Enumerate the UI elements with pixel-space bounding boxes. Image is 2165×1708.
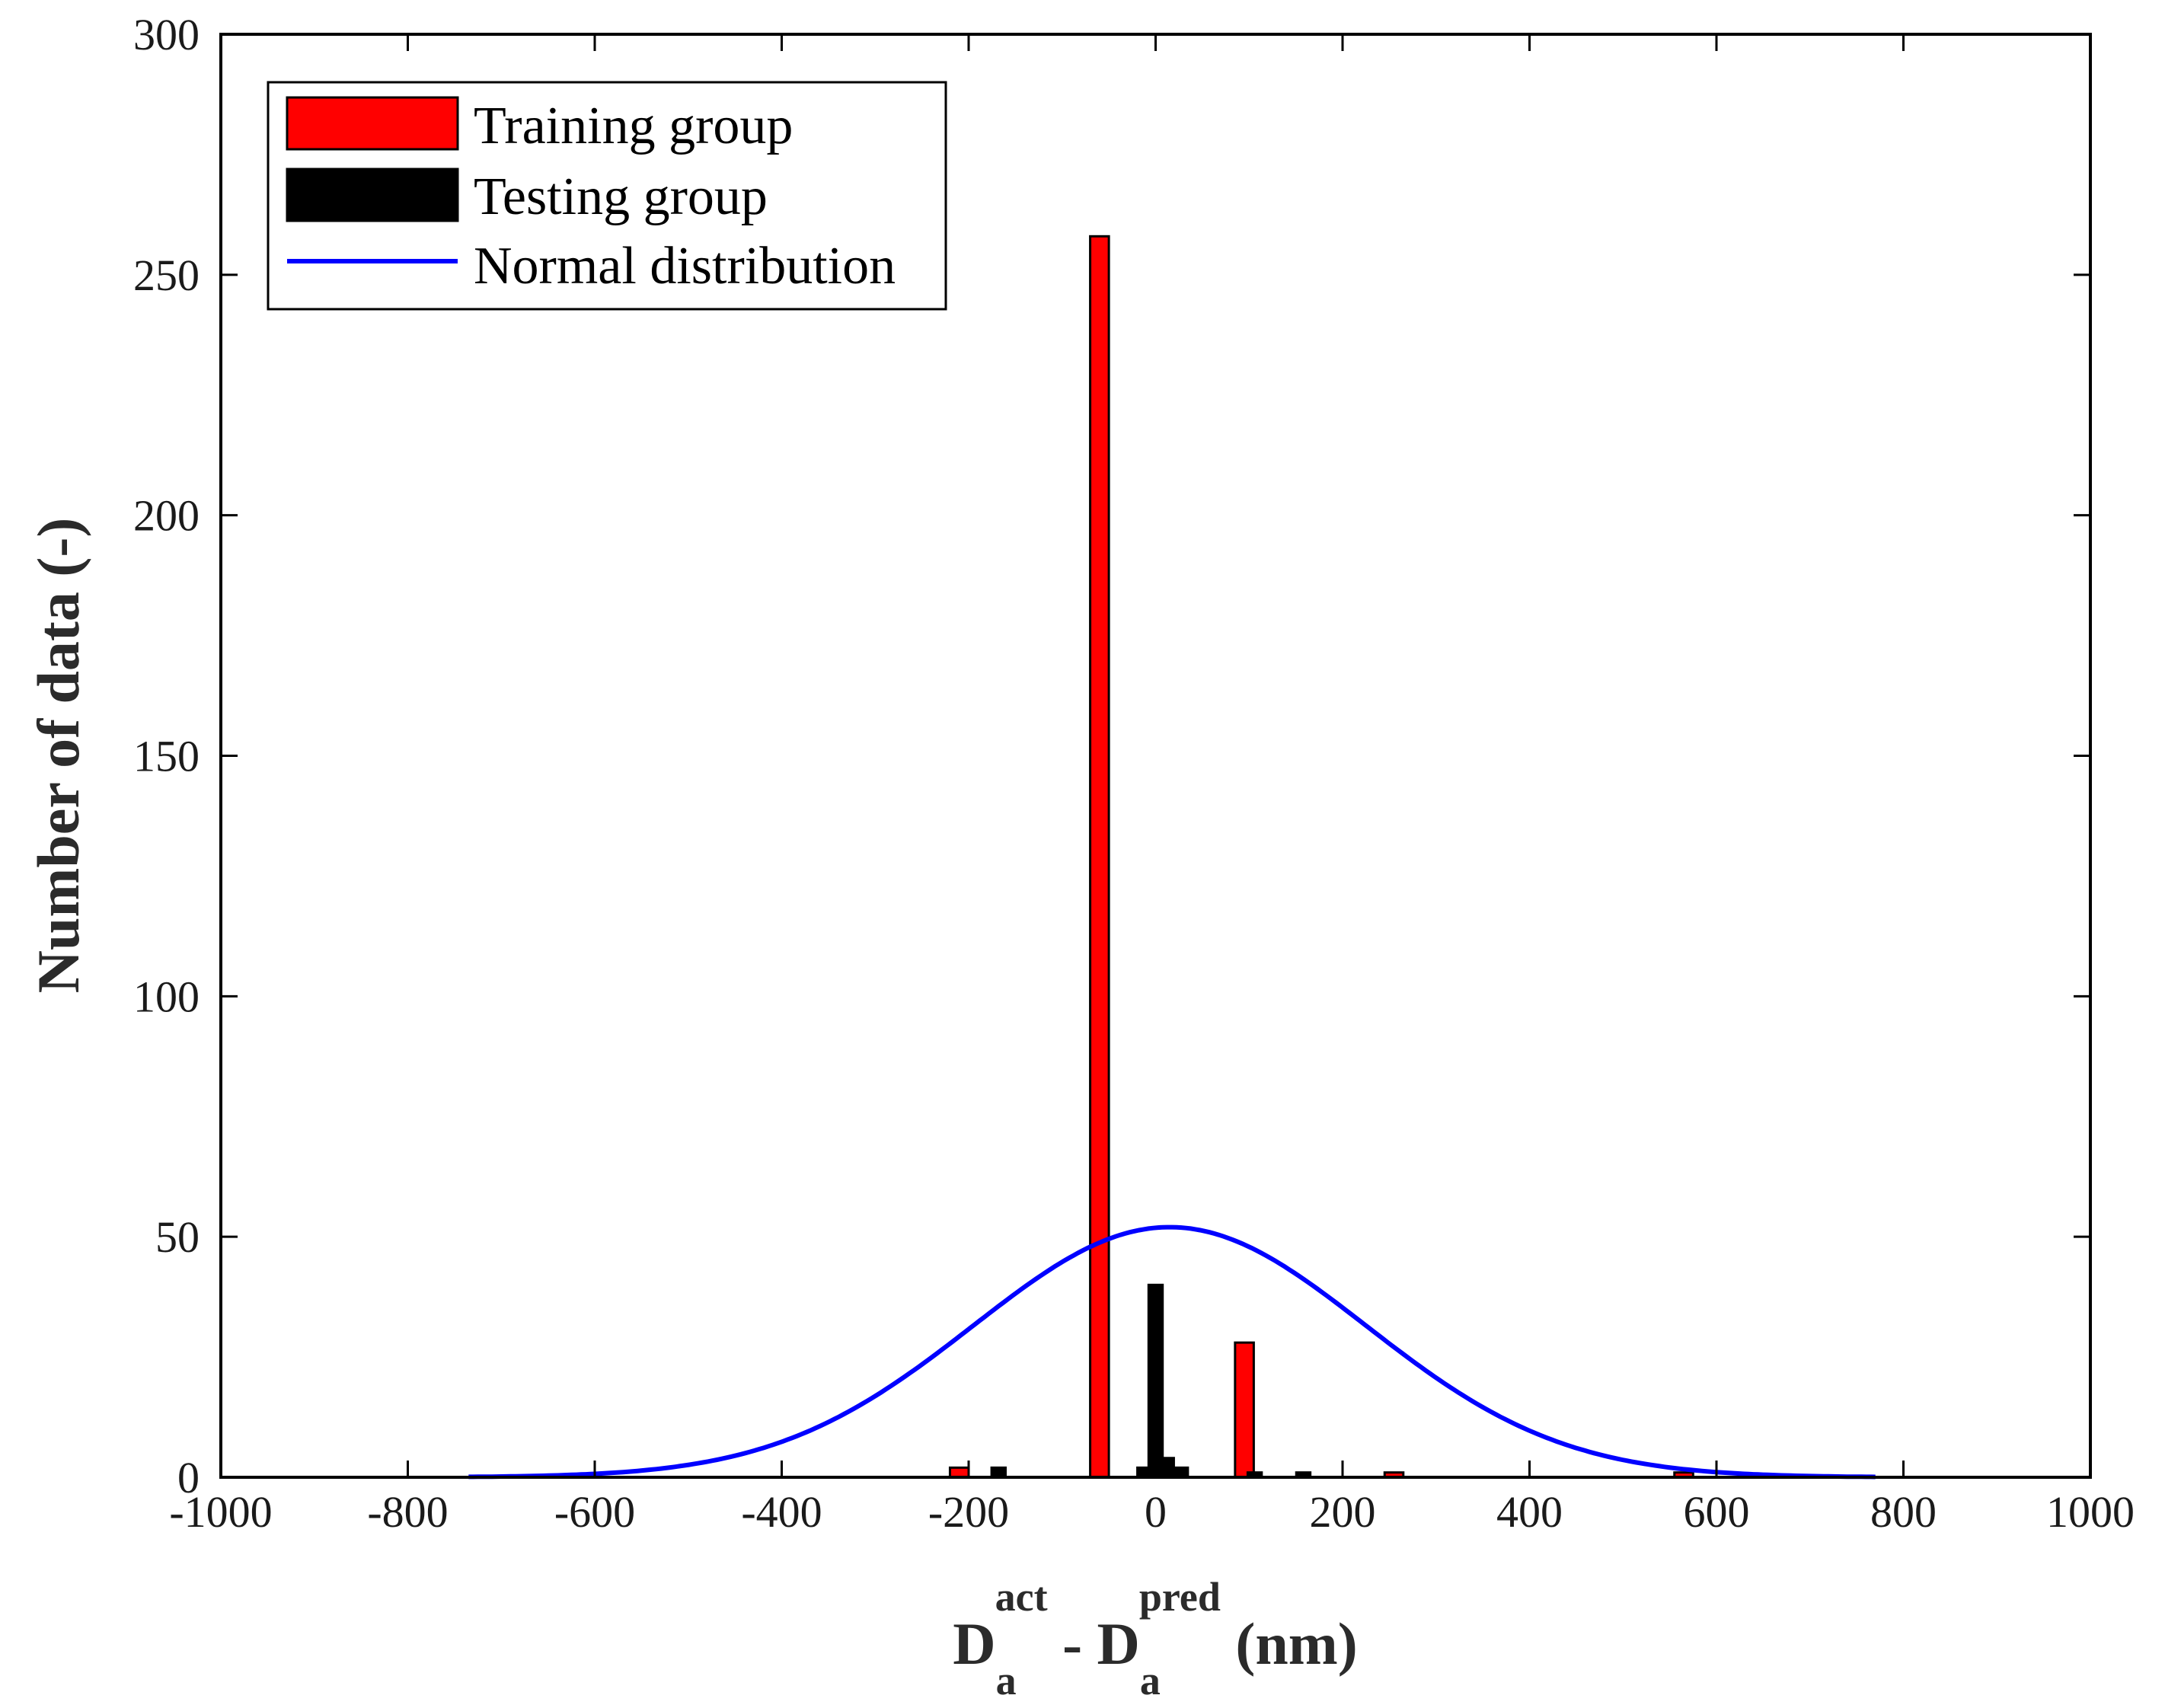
bar-testing-3 [1158, 1457, 1175, 1479]
y-tick-label: 150 [133, 732, 200, 781]
bar-training-1 [1089, 235, 1110, 1479]
x-axis-title-d1: D [953, 1611, 995, 1677]
legend-label-testing: Testing group [474, 168, 768, 226]
legend-label-normal: Normal distribution [474, 237, 896, 295]
x-tick-label: -600 [554, 1487, 635, 1537]
x-axis-title-sup1: act [995, 1574, 1048, 1620]
y-tick-label: 100 [133, 972, 200, 1021]
x-tick-label: 600 [1684, 1487, 1750, 1537]
bar-training-2 [1234, 1341, 1255, 1479]
bar-testing-2 [1147, 1283, 1164, 1479]
x-tick-label: 1000 [2046, 1487, 2135, 1537]
legend-swatch-training [286, 96, 459, 151]
y-axis-title: Number of data (-) [25, 518, 91, 994]
x-axis-title-minus: - [1062, 1611, 1082, 1677]
x-axis-title: Da act - Da pred (nm) [953, 1574, 1357, 1703]
x-tick-label: 0 [1145, 1487, 1167, 1537]
y-tick-label: 300 [133, 10, 200, 59]
x-axis-title-sub2: a [1140, 1658, 1161, 1703]
y-tick-label: 50 [155, 1212, 200, 1262]
normal-distribution-curve [468, 1224, 1876, 1480]
y-tick-label: 200 [133, 491, 200, 541]
x-axis-title-d2: D [1097, 1611, 1140, 1677]
legend-label-training: Training group [474, 97, 793, 155]
x-axis-title-units: (nm) [1235, 1611, 1357, 1677]
x-axis-title-sub1: a [996, 1658, 1017, 1703]
y-tick-label: 0 [177, 1453, 200, 1502]
legend: Training group Testing group Normal dist… [267, 81, 947, 311]
x-tick-label: -200 [928, 1487, 1009, 1537]
x-tick-label: -800 [367, 1487, 448, 1537]
x-tick-label: 400 [1496, 1487, 1563, 1537]
x-tick-label: 200 [1310, 1487, 1376, 1537]
x-tick-label: -1000 [169, 1487, 272, 1537]
x-tick-label: 800 [1870, 1487, 1937, 1537]
legend-swatch-testing [286, 168, 459, 222]
y-tick-label: 250 [133, 251, 200, 300]
tick-labels-layer: -1000 -800 -600 -400 -200 0 200 400 600 800 1000 0 5… [133, 10, 2135, 1537]
x-tick-label: -400 [741, 1487, 822, 1537]
ticks-layer [219, 33, 2092, 1479]
x-axis-title-sup2: pred [1139, 1574, 1221, 1620]
curve-layer [468, 1224, 1876, 1480]
